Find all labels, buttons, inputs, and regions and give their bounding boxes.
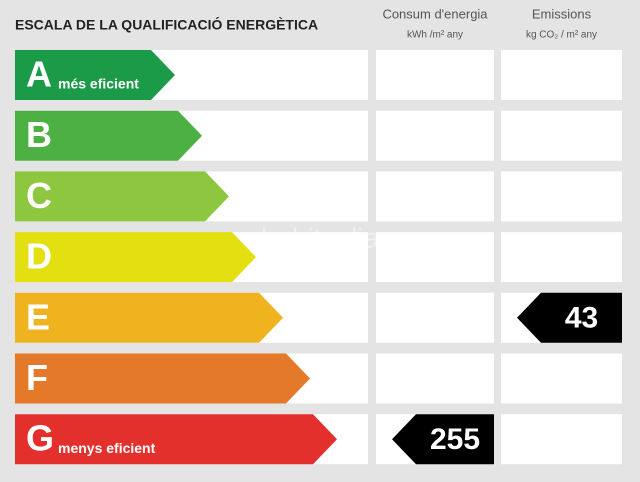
column-title: Consum d'energia xyxy=(382,6,488,21)
cell xyxy=(376,232,494,283)
title: ESCALA DE LA QUALIFICACIÓ ENERGÈTICA xyxy=(15,16,318,33)
column-unit: kg CO₂ / m² any xyxy=(526,30,597,41)
rating-letter: D xyxy=(26,236,52,277)
cell xyxy=(501,110,622,161)
cell xyxy=(501,414,622,465)
rating-label: menys eficient xyxy=(58,440,156,456)
indicator-value: 43 xyxy=(565,302,598,335)
indicator-arrow xyxy=(517,292,622,343)
watermark: habitaclia xyxy=(261,222,380,253)
cell xyxy=(376,171,494,222)
cell xyxy=(501,353,622,404)
rating-letter: C xyxy=(26,175,52,216)
rating-arrow xyxy=(15,232,256,283)
cell xyxy=(376,110,494,161)
cell xyxy=(376,50,494,100)
cell xyxy=(376,353,494,404)
indicator-value: 255 xyxy=(430,423,480,456)
rating-arrow xyxy=(15,171,229,222)
rating-letter: F xyxy=(26,357,48,398)
rating-arrow xyxy=(15,50,175,100)
cell xyxy=(376,292,494,343)
indicator-arrow xyxy=(392,414,494,465)
rating-letter: E xyxy=(26,296,50,337)
rating-arrow xyxy=(15,414,337,465)
rating-letter: A xyxy=(26,54,52,95)
cell xyxy=(501,50,622,100)
column-title: Emissions xyxy=(532,6,592,21)
column-unit: kWh /m² any xyxy=(407,30,463,41)
rating-letter: G xyxy=(26,418,54,459)
rating-arrow xyxy=(15,292,283,343)
cell xyxy=(501,232,622,283)
rating-arrow xyxy=(15,353,310,404)
rating-arrow xyxy=(15,110,202,161)
rating-label: més eficient xyxy=(58,76,139,92)
cell xyxy=(501,171,622,222)
rating-letter: B xyxy=(26,114,52,155)
